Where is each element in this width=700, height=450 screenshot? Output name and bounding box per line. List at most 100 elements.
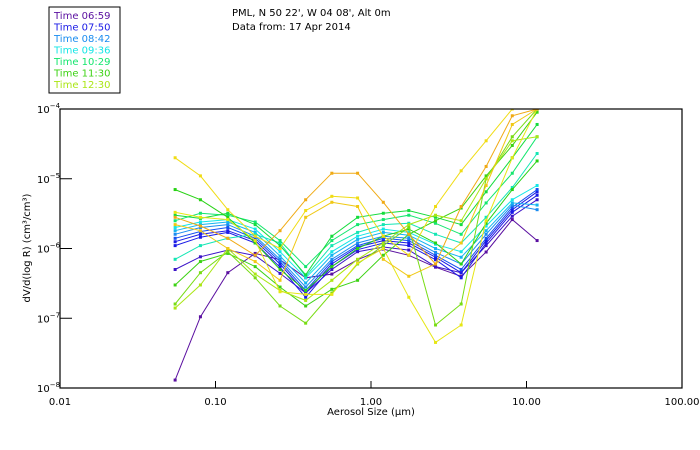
data-point	[510, 114, 514, 118]
data-point	[304, 288, 308, 292]
data-point	[173, 215, 177, 219]
data-point	[535, 190, 539, 194]
data-point	[535, 203, 539, 207]
data-point	[198, 255, 202, 259]
data-point	[510, 208, 514, 212]
data-point	[198, 244, 202, 248]
data-point	[356, 250, 360, 254]
data-point	[407, 226, 411, 230]
data-point	[173, 306, 177, 310]
data-point	[330, 265, 334, 269]
data-point	[535, 193, 539, 197]
data-point	[278, 247, 282, 250]
data-point	[484, 241, 488, 245]
data-point	[304, 198, 308, 202]
data-point	[381, 241, 385, 245]
data-point	[510, 171, 514, 175]
data-point	[484, 190, 488, 194]
data-point	[304, 265, 308, 269]
series-line-1130	[174, 111, 538, 307]
data-point	[459, 267, 463, 271]
data-point	[253, 220, 257, 224]
data-point	[381, 200, 385, 204]
data-point	[459, 241, 463, 245]
data-point	[381, 244, 385, 248]
data-point	[484, 184, 488, 188]
data-point	[459, 262, 463, 266]
data-point	[278, 278, 282, 282]
data-point	[434, 253, 438, 257]
data-point	[304, 281, 308, 285]
data-point	[198, 260, 202, 264]
data-point	[484, 229, 488, 233]
data-point	[484, 215, 488, 219]
data-point	[407, 239, 411, 243]
data-point	[484, 250, 488, 254]
data-point	[484, 177, 488, 181]
data-point	[173, 226, 177, 230]
legend-entry: Time 08:42	[53, 34, 110, 45]
chart-title: PML, N 50 22', W 04 08', Alt 0m	[232, 8, 391, 19]
data-point	[330, 262, 334, 266]
data-point	[459, 205, 463, 209]
data-point	[407, 241, 411, 245]
data-point	[330, 244, 334, 248]
x-tick-label: 10.00	[512, 397, 541, 408]
data-point	[356, 230, 360, 234]
legend-entry: Time 10:29	[53, 57, 110, 68]
data-point	[198, 315, 202, 319]
data-point	[304, 209, 308, 213]
data-point	[226, 229, 230, 233]
data-point	[330, 287, 334, 291]
data-point	[484, 164, 488, 168]
plot-frame	[59, 108, 683, 389]
data-point	[226, 223, 230, 227]
data-point	[226, 211, 230, 215]
data-point	[198, 224, 202, 228]
legend-entry: Time 11:30	[53, 69, 110, 80]
data-point	[330, 171, 334, 175]
data-point	[173, 156, 177, 160]
y-tick-label: 10−7	[37, 311, 60, 325]
data-point	[459, 250, 463, 254]
y-tick-label: 10−4	[37, 102, 61, 116]
data-point	[356, 196, 360, 200]
data-point	[407, 230, 411, 234]
data-point	[484, 221, 488, 225]
data-point	[226, 251, 230, 255]
data-point	[173, 229, 177, 233]
data-point	[330, 267, 334, 271]
data-point	[434, 205, 438, 209]
data-point	[253, 253, 257, 257]
data-point	[173, 223, 177, 227]
data-point	[173, 210, 177, 214]
data-point	[535, 208, 539, 212]
data-point	[253, 232, 257, 236]
data-point	[198, 211, 202, 215]
data-point	[278, 271, 282, 275]
y-tick-label: 10−8	[37, 381, 60, 395]
data-point	[304, 292, 308, 296]
data-point	[198, 283, 202, 287]
data-point	[407, 295, 411, 299]
data-point	[198, 235, 202, 239]
data-point	[484, 239, 488, 243]
data-point	[407, 244, 411, 248]
data-point	[356, 257, 360, 261]
data-point	[278, 250, 282, 254]
data-point	[173, 302, 177, 306]
data-point	[173, 283, 177, 287]
data-point	[407, 253, 411, 257]
legend-entry: Time 09:36	[53, 46, 110, 57]
data-point	[484, 232, 488, 236]
data-point	[407, 232, 411, 236]
data-point	[434, 250, 438, 254]
data-point	[330, 292, 334, 296]
data-point	[459, 206, 463, 210]
data-point	[330, 278, 334, 282]
data-point	[356, 223, 360, 227]
data-point	[510, 143, 514, 147]
x-tick-label: 0.01	[49, 397, 71, 408]
data-point	[226, 248, 230, 252]
data-point	[484, 236, 488, 240]
